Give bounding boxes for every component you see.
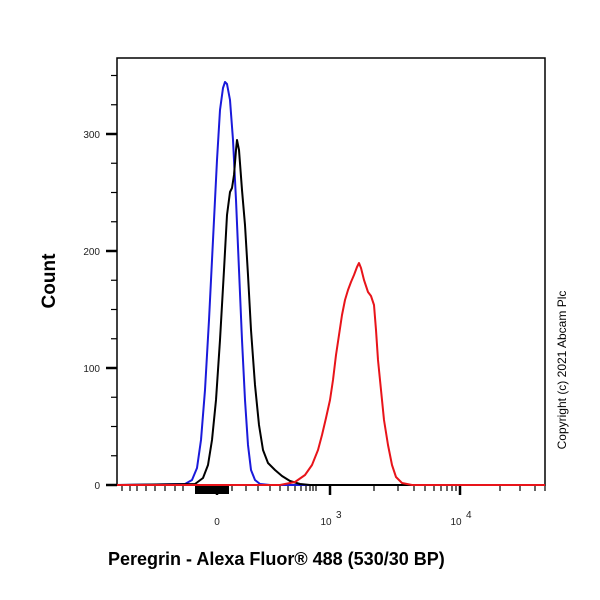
y-tick-label: 200: [83, 247, 100, 258]
y-axis: 0 100 200 300: [83, 74, 117, 492]
x-axis-label: Peregrin - Alexa Fluor® 488 (530/30 BP): [108, 549, 445, 569]
x-tick-cluster: [195, 485, 229, 494]
y-tick-label: 300: [83, 130, 100, 141]
x-tick-label: 10: [450, 517, 462, 528]
histogram-series: [116, 139, 545, 486]
series-group: [116, 81, 545, 486]
y-tick-label: 100: [83, 364, 100, 375]
x-tick-exponent: 4: [466, 510, 472, 521]
x-tick-label: 0: [214, 517, 220, 528]
y-tick-label: 0: [94, 481, 100, 492]
x-tick-label: 10: [320, 517, 332, 528]
histogram-series: [116, 81, 545, 486]
plot-frame: [116, 57, 546, 486]
x-tick-exponent: 3: [336, 510, 342, 521]
x-axis: 0 10 3 10 4: [121, 485, 546, 528]
histogram-series: [117, 262, 545, 486]
copyright-notice: Copyright (c) 2021 Abcam Plc: [555, 290, 569, 450]
y-axis-label: Count: [39, 253, 60, 309]
